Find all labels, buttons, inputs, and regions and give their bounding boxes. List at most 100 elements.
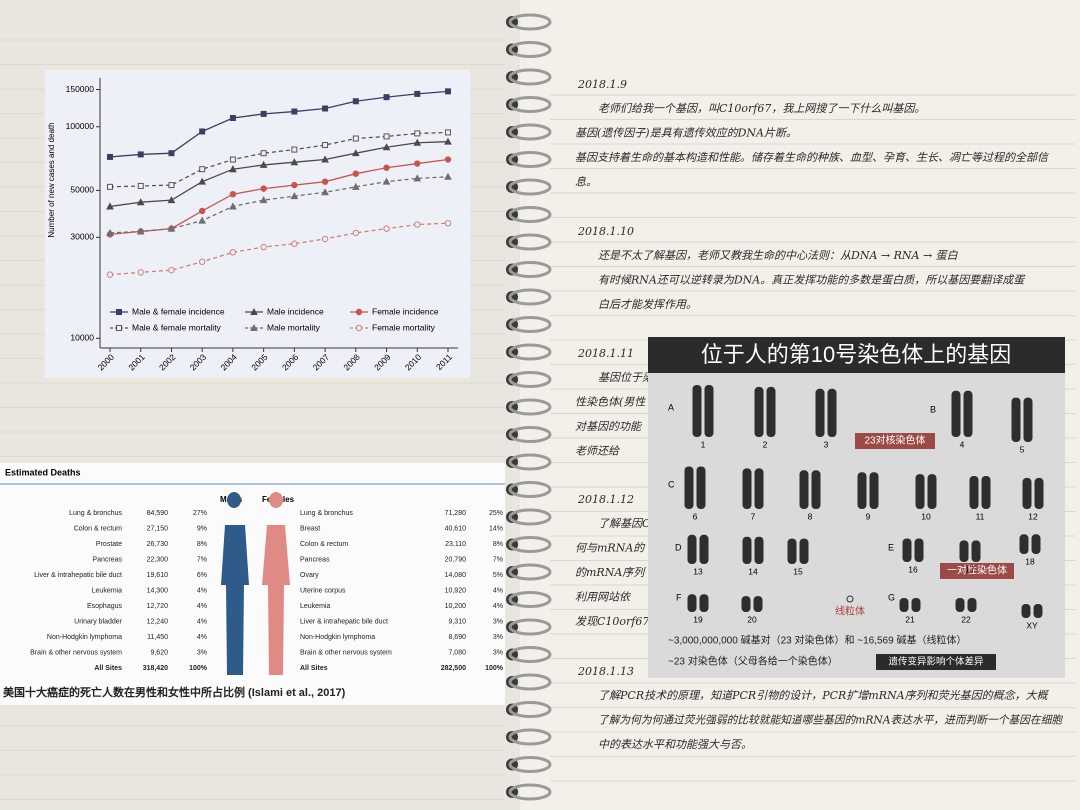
chromosome bbox=[827, 388, 837, 437]
spiral-ring bbox=[508, 288, 552, 306]
female-site: Ovary bbox=[300, 572, 319, 579]
male-site: Non-Hodgkin lymphoma bbox=[47, 634, 122, 641]
female-deaths: 10,200 bbox=[445, 603, 467, 610]
male-share: 9% bbox=[197, 525, 207, 532]
marker bbox=[198, 177, 207, 185]
chromosome bbox=[696, 466, 706, 509]
group-label: F bbox=[676, 592, 682, 602]
chromosome bbox=[753, 596, 763, 612]
female-site: Colon & rectum bbox=[300, 541, 348, 548]
binding-hole bbox=[506, 346, 518, 358]
marker bbox=[167, 224, 176, 232]
marker bbox=[229, 249, 237, 256]
chromosome bbox=[902, 538, 912, 562]
binding-hole bbox=[506, 318, 518, 331]
female-share: 3% bbox=[493, 618, 503, 625]
marker bbox=[229, 202, 237, 210]
series-line bbox=[109, 176, 449, 234]
binding-hole bbox=[506, 401, 518, 413]
marker bbox=[250, 323, 258, 331]
handwritten-notes: 2018.1.9 老师们给我一个基因，叫C10orf67，我上网搜了一下什么叫基因… bbox=[575, 78, 1064, 751]
female-site: Brain & other nervous system bbox=[300, 649, 392, 656]
binding-hole bbox=[506, 483, 518, 496]
note-line: 了解基因C bbox=[598, 517, 651, 530]
marker bbox=[351, 182, 360, 190]
binding-hole bbox=[506, 153, 518, 166]
marker bbox=[259, 196, 268, 204]
group-label: A bbox=[668, 402, 674, 412]
female-deaths: 282,500 bbox=[441, 665, 466, 672]
chromosome bbox=[799, 538, 809, 564]
spiral-ring bbox=[508, 316, 552, 333]
marker bbox=[229, 165, 237, 173]
chromosome-number: 2 bbox=[763, 439, 768, 449]
spiral-ring bbox=[508, 426, 552, 443]
spiral-ring bbox=[508, 178, 552, 196]
female-site: Breast bbox=[300, 525, 320, 532]
mito-icon bbox=[846, 595, 854, 603]
chromosome-number: 17 bbox=[965, 564, 975, 574]
marker bbox=[260, 243, 267, 251]
chromosome-number: 16 bbox=[908, 564, 918, 574]
female-deaths: 40,610 bbox=[445, 525, 467, 532]
spiral-ring bbox=[508, 728, 552, 746]
binding-hole bbox=[506, 538, 518, 551]
chromosome-number: 13 bbox=[693, 566, 703, 576]
marker bbox=[383, 164, 390, 171]
female-deaths: 10,920 bbox=[445, 587, 467, 594]
legend-label: Male & female mortality bbox=[132, 322, 222, 332]
series-line bbox=[109, 222, 449, 276]
series-line bbox=[109, 90, 449, 158]
chromosome bbox=[951, 390, 961, 437]
marker bbox=[383, 94, 390, 101]
marker bbox=[229, 190, 237, 198]
marker bbox=[321, 178, 329, 185]
female-deaths: 14,080 bbox=[445, 572, 467, 579]
marker bbox=[382, 143, 391, 151]
chromosome bbox=[971, 540, 981, 562]
female-site: Non-Hodgkin lymphoma bbox=[300, 634, 375, 641]
note-line: 基因支持着生命的基本构造和性能。储存着生命的种族、血型、孕育、生长、凋亡等过程的… bbox=[575, 151, 1050, 164]
chromosome bbox=[684, 466, 694, 509]
marker bbox=[322, 141, 329, 148]
marker bbox=[445, 129, 451, 136]
tag-box bbox=[855, 433, 935, 449]
chromosome bbox=[742, 468, 752, 509]
marker bbox=[168, 150, 175, 157]
binding-hole bbox=[506, 593, 518, 606]
marker bbox=[444, 156, 452, 163]
chromosome bbox=[911, 598, 921, 612]
chromosome bbox=[799, 470, 809, 509]
marker bbox=[107, 183, 113, 190]
male-figure bbox=[221, 492, 249, 675]
chromosome-number: 14 bbox=[748, 566, 758, 576]
female-site: Liver & intrahepatic bile duct bbox=[300, 618, 388, 625]
marker bbox=[137, 151, 144, 158]
binding-hole bbox=[506, 566, 518, 578]
table-printout bbox=[0, 463, 505, 705]
binding-hole bbox=[506, 126, 518, 138]
marker bbox=[199, 166, 206, 173]
chromosome bbox=[1031, 534, 1041, 554]
marker bbox=[168, 182, 175, 189]
note-date: 2018.1.12 bbox=[577, 493, 634, 506]
chromosome bbox=[899, 598, 909, 612]
chromosome bbox=[969, 476, 979, 509]
chromosome bbox=[692, 385, 702, 437]
series-line bbox=[109, 141, 449, 208]
marker bbox=[444, 220, 452, 227]
note-line: 有时候RNA还可以逆转录为DNA。真正发挥功能的多数是蛋白质，所以基因要翻译成蛋 bbox=[598, 274, 1026, 287]
marker bbox=[106, 202, 114, 210]
spiral-ring bbox=[508, 563, 552, 581]
marker bbox=[445, 88, 451, 95]
marker bbox=[383, 225, 390, 232]
female-deaths: 7,080 bbox=[448, 649, 466, 656]
spiral-ring bbox=[508, 618, 552, 636]
pairs-note: ~23 对染色体（父母各给一个染色体） bbox=[668, 655, 838, 668]
marker bbox=[229, 114, 236, 121]
spiral-ring bbox=[508, 41, 552, 58]
note-line: 老师们给我一个基因，叫C10orf67，我上网搜了一下什么叫基因。 bbox=[598, 102, 925, 115]
marker bbox=[116, 309, 122, 315]
variation-tag: 遗传变异影响个体差异 bbox=[888, 656, 984, 668]
